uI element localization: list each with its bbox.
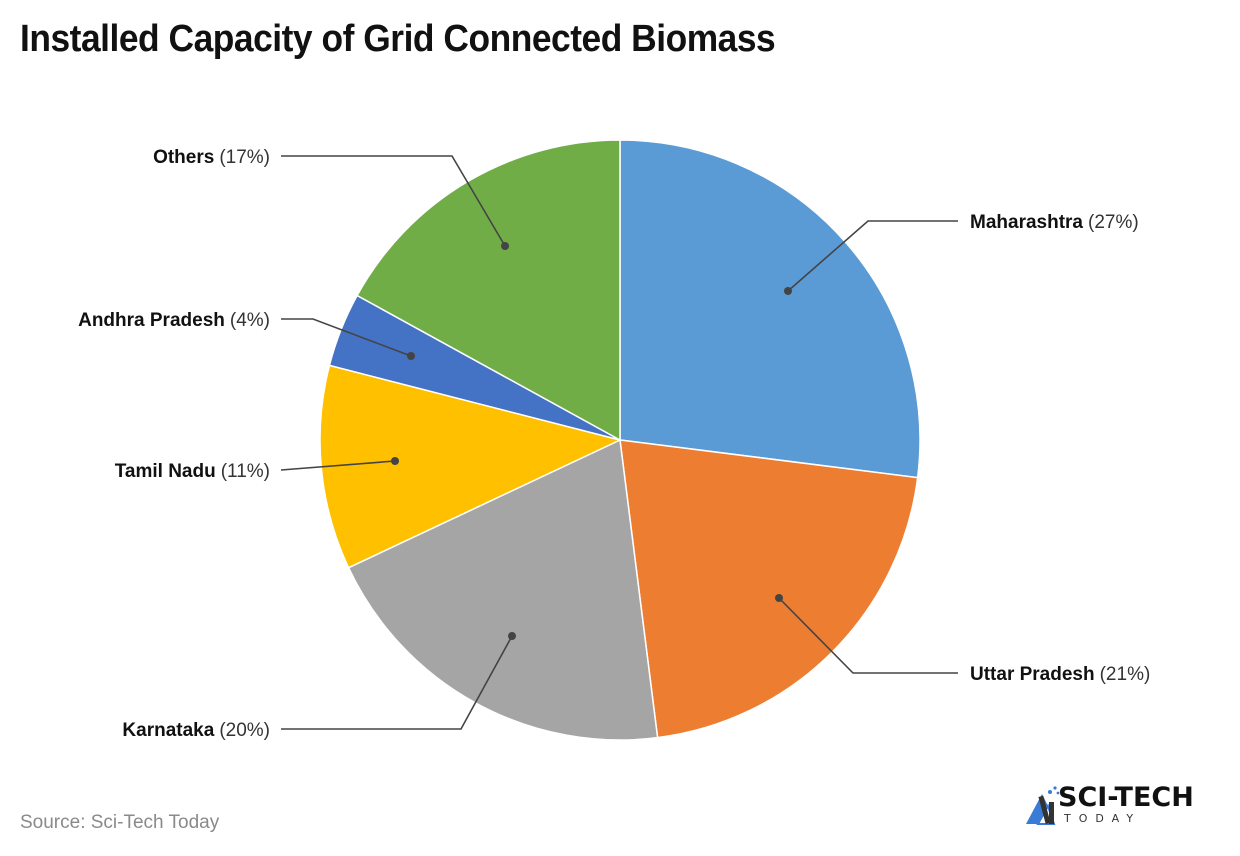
leader-line-uttar-pradesh — [778, 597, 958, 674]
label-karnataka: Karnataka (20%) — [122, 720, 270, 741]
label-others: Others (17%) — [153, 147, 270, 168]
logo-text-scitech: SCI-TECH — [1058, 782, 1194, 813]
leader-line-tamil-nadu — [280, 460, 396, 471]
leader-line-others — [281, 155, 506, 247]
label-andhra-pradesh: Andhra Pradesh (4%) — [78, 310, 270, 331]
logo-mark-icon — [1026, 786, 1060, 825]
pie-slice-maharashtra — [619, 139, 921, 479]
chart-title: Installed Capacity of Grid Connected Bio… — [20, 18, 776, 60]
pie-slice-tamil-nadu — [319, 364, 623, 569]
leader-line-karnataka — [281, 635, 513, 730]
label-tamil-nadu: Tamil Nadu (11%) — [115, 461, 270, 482]
leader-line-maharashtra — [787, 220, 958, 292]
label-maharashtra: Maharashtra (27%) — [970, 212, 1139, 233]
leader-line-andhra-pradesh — [281, 318, 412, 357]
label-uttar-pradesh: Uttar Pradesh (21%) — [970, 664, 1150, 685]
source-note: Source: Sci-Tech Today — [20, 812, 220, 833]
pie-slices — [319, 139, 921, 741]
pie-slice-uttar-pradesh — [619, 439, 919, 739]
logo-text-today: TODAY — [1064, 812, 1142, 825]
sci-tech-today-logo: SCI-TECH TODAY — [1024, 782, 1204, 830]
leader-dots — [391, 242, 792, 640]
leader-lines — [280, 155, 958, 730]
slice-labels: Maharashtra (27%) Uttar Pradesh (21%) Karn… — [78, 147, 1150, 741]
